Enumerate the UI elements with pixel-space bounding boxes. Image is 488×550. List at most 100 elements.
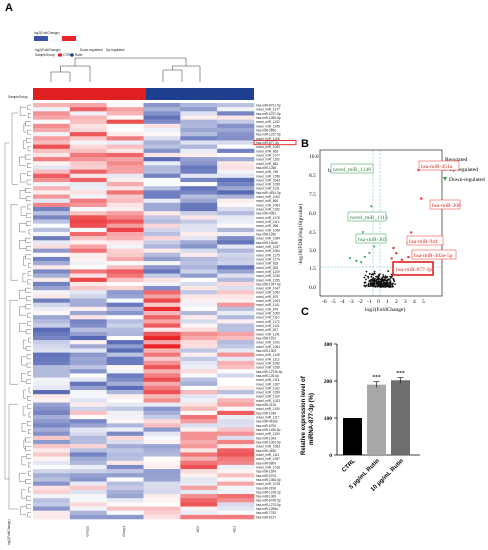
heatmap-cell — [33, 394, 71, 399]
heatmap-cell — [33, 477, 71, 482]
heatmap-cell — [106, 439, 144, 445]
heatmap-cell — [33, 169, 71, 175]
heatmap-cell — [33, 444, 71, 449]
heatmap-cell — [143, 306, 181, 312]
volcano-point-up — [395, 252, 398, 255]
heatmap-cell — [217, 340, 255, 345]
volcano-point-ns — [371, 284, 373, 286]
heatmap-cell — [33, 265, 71, 270]
dendro-branch — [21, 373, 26, 382]
heatmap-cell — [106, 344, 144, 349]
heatmap-cell — [33, 219, 71, 224]
label-novel-1113: novel_miR_1113 — [350, 215, 388, 221]
heatmap-cell — [143, 265, 181, 270]
heatmap-cell — [143, 415, 181, 420]
heatmap-cell — [143, 219, 181, 224]
heatmap-cell — [217, 169, 255, 175]
heatmap-cell — [143, 419, 181, 424]
label-box-up — [406, 235, 444, 246]
heatmap-cell — [217, 335, 255, 341]
heatmap-cell — [180, 385, 218, 391]
row-label: novel_miR_1016 — [256, 465, 280, 469]
row-label: novel_miR_1113 — [256, 357, 280, 361]
heatmap-cell — [217, 194, 255, 199]
dendro-branch — [28, 337, 31, 343]
volcano-point-ns — [369, 285, 372, 287]
heatmap-cell — [106, 452, 144, 457]
heatmap-cell — [33, 427, 71, 432]
row-label: hsa-miR-6749-5p — [256, 499, 281, 503]
row-label: novel_miR_1109 — [256, 270, 280, 274]
row-label: novel_miR_1172 — [256, 320, 280, 324]
heatmap-cell — [143, 111, 181, 116]
heatmap-cell — [106, 182, 144, 187]
heatmap-cell — [143, 103, 181, 108]
heatmap-cell — [106, 340, 144, 345]
heatmap-cell — [106, 202, 144, 208]
volcano-point-ns — [377, 285, 380, 288]
heatmap-cell — [106, 315, 144, 320]
heatmap-cell — [217, 406, 255, 412]
heatmap-cell — [69, 419, 107, 424]
row-label: novel_miR_906 — [256, 224, 278, 228]
heatmap-cell — [217, 248, 255, 254]
heatmap-cell — [217, 186, 255, 191]
heatmap-cell — [143, 227, 181, 233]
row-label: novel_miR_864 — [256, 199, 278, 203]
heatmap-cell — [217, 115, 255, 120]
row-labels: hsa-miR-6721-5pnovel_miR_1377hsa-miR-679… — [256, 104, 283, 520]
dendro-branch — [23, 389, 26, 399]
row-label: hsa-miR-1306-5p — [256, 478, 281, 482]
heatmap-cell — [180, 182, 218, 187]
dendro-branch — [25, 446, 31, 451]
heatmap-cell — [106, 448, 144, 453]
vy-tick: 1.5 — [309, 266, 316, 272]
heatmap-cell — [106, 381, 144, 387]
row-label: novel_miR_1059 — [256, 391, 280, 395]
dendro-branch — [27, 171, 31, 176]
heatmap-cell — [143, 148, 181, 154]
heatmap-cell — [106, 186, 144, 191]
legend-swatch-low — [34, 36, 48, 41]
heatmap-cell — [69, 215, 107, 220]
heatmap-cell — [69, 481, 107, 487]
heatmap-cell — [69, 194, 107, 199]
heatmap-cell — [33, 452, 71, 457]
heatmap-cell — [106, 460, 144, 466]
volcano-point-ns — [383, 284, 386, 287]
row-label: novel_miR_1117 — [256, 416, 280, 420]
heatmap-cell — [33, 144, 71, 150]
row-label: hsa-miR-6127 — [256, 515, 276, 519]
row-label: hsa-miR-6790 — [256, 424, 276, 428]
heatmap-cell — [33, 177, 71, 183]
dendro-branch — [25, 121, 31, 127]
heatmap-cell — [180, 311, 218, 316]
heatmap-cell — [33, 494, 71, 499]
heatmap-cell — [69, 323, 107, 328]
heatmap-cell — [180, 506, 218, 511]
heatmap-cell — [180, 111, 218, 116]
heatmap-cell — [143, 223, 181, 229]
heatmap-cell — [217, 231, 255, 237]
heatmap-cell — [217, 261, 255, 266]
row-label: hsa-miR-1184 — [256, 470, 276, 474]
volcano-x-axis: -6 -5 -4 -3 -2 -1 0 1 2 3 4 5 — [322, 299, 425, 305]
heatmap-cell — [217, 485, 255, 491]
heatmap-cell — [217, 331, 255, 337]
heatmap-cell — [143, 431, 181, 437]
heatmap-cell — [69, 444, 107, 449]
heatmap-cell — [143, 277, 181, 283]
row-label: novel_miR_1002 — [256, 312, 280, 316]
dendro-branch — [25, 238, 31, 243]
heatmap-cell — [143, 182, 181, 187]
row-label: novel_miR_1047 — [256, 287, 280, 291]
volcano-point-ns — [365, 278, 367, 281]
heatmap-cell — [217, 506, 255, 511]
heatmap-cell — [69, 514, 107, 520]
heatmap-cell — [143, 248, 181, 254]
heatmap-cell — [217, 315, 255, 320]
heatmap-cell — [33, 419, 71, 424]
heatmap-cell — [69, 306, 107, 312]
row-label: novel_miR_1033 — [256, 399, 280, 403]
heatmap-cell — [143, 344, 181, 349]
